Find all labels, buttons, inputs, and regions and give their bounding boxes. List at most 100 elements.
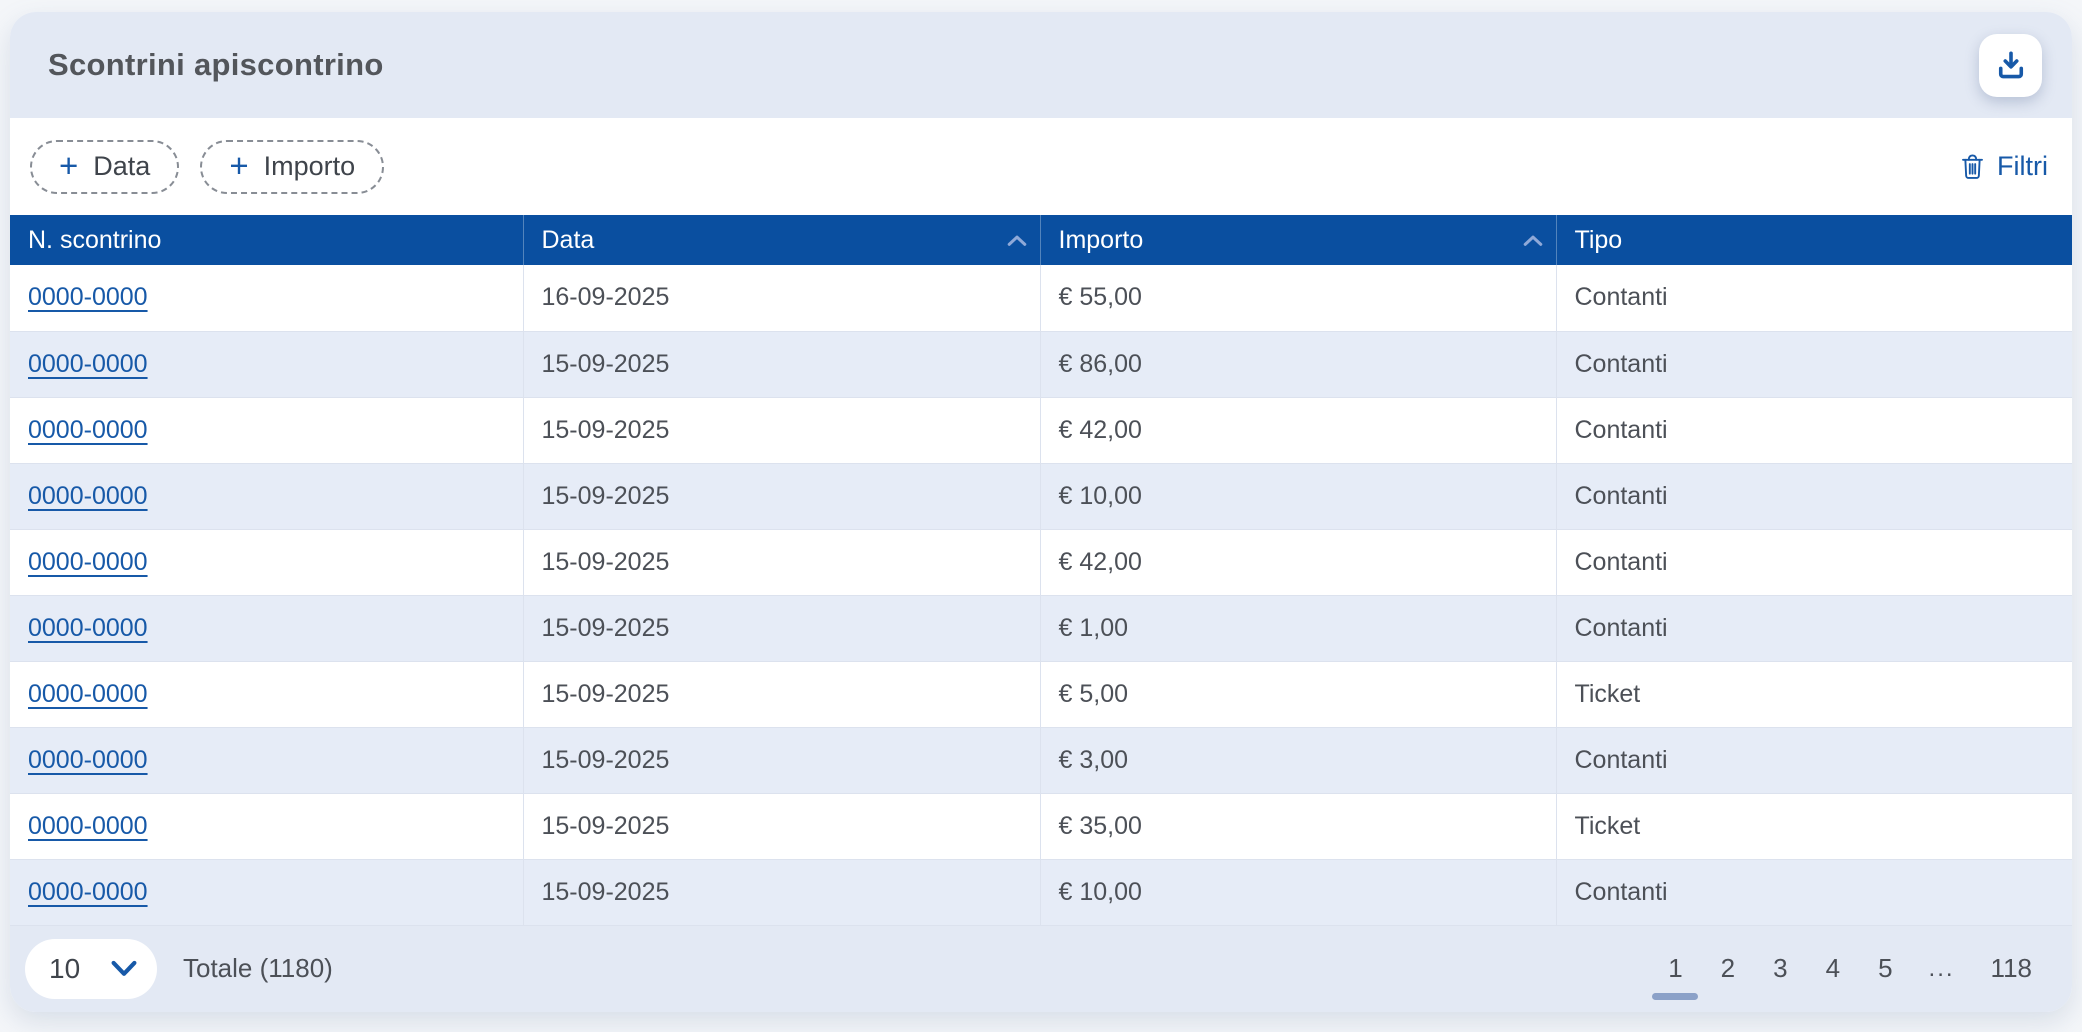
page-button-118[interactable]: 118 xyxy=(1990,953,2032,984)
amount-cell: € 35,00 xyxy=(1040,793,1557,860)
chevron-down-icon xyxy=(111,961,137,977)
column-label: Tipo xyxy=(1574,225,1623,254)
download-icon xyxy=(1998,51,2023,79)
table-row: 0000-0000 15-09-2025 € 1,00 Contanti xyxy=(10,595,2072,662)
page-size-value: 10 xyxy=(49,952,81,984)
type-cell: Contanti xyxy=(1556,859,2072,926)
date-cell: 15-09-2025 xyxy=(523,463,1041,530)
receipt-link[interactable]: 0000-0000 xyxy=(28,415,148,444)
amount-cell: € 5,00 xyxy=(1040,661,1557,728)
table-row: 0000-0000 15-09-2025 € 10,00 Contanti xyxy=(10,859,2072,926)
column-header-tipo[interactable]: Tipo xyxy=(1556,215,2072,265)
receipt-number-cell: 0000-0000 xyxy=(10,397,524,464)
receipt-number-cell: 0000-0000 xyxy=(10,463,524,530)
plus-icon: + xyxy=(59,146,79,184)
receipt-number-cell: 0000-0000 xyxy=(10,793,524,860)
page-button-3[interactable]: 3 xyxy=(1773,953,1788,984)
receipt-number-cell: 0000-0000 xyxy=(10,859,524,926)
receipts-table: N. scontrino Data Importo Tipo xyxy=(10,215,2072,926)
clear-filters-label: Filtri xyxy=(1997,151,2048,181)
sort-ascending-icon xyxy=(1523,235,1542,246)
receipts-card: Scontrini apiscontrino + Data + Importo xyxy=(10,12,2072,1012)
date-cell: 15-09-2025 xyxy=(523,595,1041,662)
page-button-1[interactable]: 1 xyxy=(1668,953,1683,984)
page-button-2[interactable]: 2 xyxy=(1720,953,1736,984)
receipt-link[interactable]: 0000-0000 xyxy=(28,745,148,774)
table-header-row: N. scontrino Data Importo Tipo xyxy=(10,215,2072,265)
card-footer: 10 Totale (1180) 1 2 3 4 5 ... 118 xyxy=(10,925,2072,1012)
type-cell: Ticket xyxy=(1556,793,2072,860)
receipt-link[interactable]: 0000-0000 xyxy=(28,679,148,708)
column-label: Importo xyxy=(1058,225,1144,254)
receipt-link[interactable]: 0000-0000 xyxy=(28,283,148,312)
page-size-select[interactable]: 10 xyxy=(25,938,157,999)
amount-cell: € 55,00 xyxy=(1040,265,1557,332)
receipt-link[interactable]: 0000-0000 xyxy=(28,547,148,576)
table-row: 0000-0000 15-09-2025 € 86,00 Contanti xyxy=(10,331,2072,398)
type-cell: Contanti xyxy=(1556,397,2072,464)
amount-cell: € 42,00 xyxy=(1040,397,1557,464)
receipt-number-cell: 0000-0000 xyxy=(10,265,524,332)
clear-filters-button[interactable]: Filtri xyxy=(1959,151,2048,182)
column-header-data[interactable]: Data xyxy=(523,215,1041,265)
date-cell: 15-09-2025 xyxy=(523,661,1041,728)
pagination: 1 2 3 4 5 ... 118 xyxy=(1666,953,2042,984)
add-data-filter-chip[interactable]: + Data xyxy=(30,139,180,194)
receipt-number-cell: 0000-0000 xyxy=(10,331,524,398)
add-importo-filter-chip[interactable]: + Importo xyxy=(200,139,385,194)
amount-cell: € 10,00 xyxy=(1040,859,1557,926)
filter-chip-label: Data xyxy=(93,151,151,181)
receipt-number-cell: 0000-0000 xyxy=(10,595,524,662)
date-cell: 15-09-2025 xyxy=(523,397,1041,464)
table-row: 0000-0000 16-09-2025 € 55,00 Contanti xyxy=(10,265,2072,332)
filter-bar: + Data + Importo Filtri xyxy=(10,118,2072,215)
table-row: 0000-0000 15-09-2025 € 5,00 Ticket xyxy=(10,661,2072,728)
date-cell: 15-09-2025 xyxy=(523,727,1041,794)
receipt-link[interactable]: 0000-0000 xyxy=(28,613,148,642)
table-row: 0000-0000 15-09-2025 € 35,00 Ticket xyxy=(10,793,2072,860)
receipt-link[interactable]: 0000-0000 xyxy=(28,349,148,378)
receipt-link[interactable]: 0000-0000 xyxy=(28,481,148,510)
date-cell: 15-09-2025 xyxy=(523,331,1041,398)
receipt-link[interactable]: 0000-0000 xyxy=(28,877,148,906)
receipt-number-cell: 0000-0000 xyxy=(10,727,524,794)
amount-cell: € 1,00 xyxy=(1040,595,1557,662)
date-cell: 16-09-2025 xyxy=(523,265,1041,332)
amount-cell: € 3,00 xyxy=(1040,727,1557,794)
table-row: 0000-0000 15-09-2025 € 10,00 Contanti xyxy=(10,463,2072,530)
date-cell: 15-09-2025 xyxy=(523,793,1041,860)
receipt-number-cell: 0000-0000 xyxy=(10,661,524,728)
date-cell: 15-09-2025 xyxy=(523,859,1041,926)
plus-icon: + xyxy=(229,146,249,184)
table-row: 0000-0000 15-09-2025 € 42,00 Contanti xyxy=(10,529,2072,596)
page-title: Scontrini apiscontrino xyxy=(48,47,384,82)
column-header-n-scontrino[interactable]: N. scontrino xyxy=(10,215,524,265)
type-cell: Contanti xyxy=(1556,727,2072,794)
column-label: Data xyxy=(541,225,595,254)
page-button-4[interactable]: 4 xyxy=(1825,953,1841,984)
card-header: Scontrini apiscontrino xyxy=(10,12,2072,118)
type-cell: Contanti xyxy=(1556,265,2072,332)
type-cell: Ticket xyxy=(1556,661,2072,728)
trash-icon xyxy=(1962,154,1983,179)
column-header-importo[interactable]: Importo xyxy=(1040,215,1557,265)
type-cell: Contanti xyxy=(1556,463,2072,530)
receipt-link[interactable]: 0000-0000 xyxy=(28,811,148,840)
type-cell: Contanti xyxy=(1556,595,2072,662)
amount-cell: € 42,00 xyxy=(1040,529,1557,596)
date-cell: 15-09-2025 xyxy=(523,529,1041,596)
table-row: 0000-0000 15-09-2025 € 42,00 Contanti xyxy=(10,397,2072,464)
download-button[interactable] xyxy=(1979,33,2042,97)
sort-ascending-icon xyxy=(1007,235,1026,246)
amount-cell: € 10,00 xyxy=(1040,463,1557,530)
amount-cell: € 86,00 xyxy=(1040,331,1557,398)
table-row: 0000-0000 15-09-2025 € 3,00 Contanti xyxy=(10,727,2072,794)
type-cell: Contanti xyxy=(1556,331,2072,398)
page-button-5[interactable]: 5 xyxy=(1878,953,1893,984)
total-count: Totale (1180) xyxy=(183,953,333,984)
column-label: N. scontrino xyxy=(28,225,162,254)
type-cell: Contanti xyxy=(1556,529,2072,596)
filter-chip-label: Importo xyxy=(263,151,356,181)
page-ellipsis: ... xyxy=(1928,954,1955,982)
